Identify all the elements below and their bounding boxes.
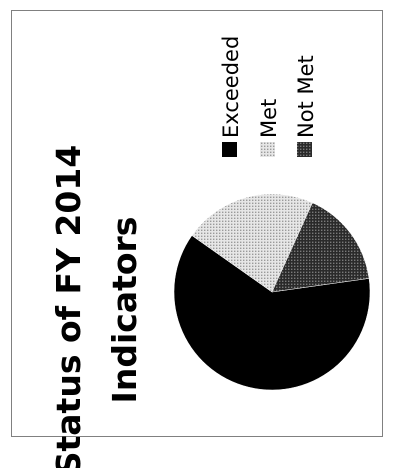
legend-swatch-not-met [297,142,312,157]
legend-label-not-met: Not Met [294,55,318,138]
legend-label-met: Met [257,99,281,138]
legend-label-exceeded: Exceeded [219,36,243,138]
legend-item-not-met: Not Met [294,55,318,157]
pie-slice-met [191,193,313,293]
chart-title-line-2: Indicators [105,217,144,404]
pie-slice-exceeded [173,235,371,391]
legend-swatch-met [260,142,275,157]
pie-slice-not-met [271,202,370,293]
pie-slices [173,193,371,391]
legend-item-exceeded: Exceeded [219,36,243,157]
legend: Exceeded Met Not Met [219,36,318,157]
legend-swatch-exceeded [222,142,237,157]
chart-title-line-1: Status of FY 2014 [49,145,88,468]
legend-item-met: Met [257,99,281,157]
